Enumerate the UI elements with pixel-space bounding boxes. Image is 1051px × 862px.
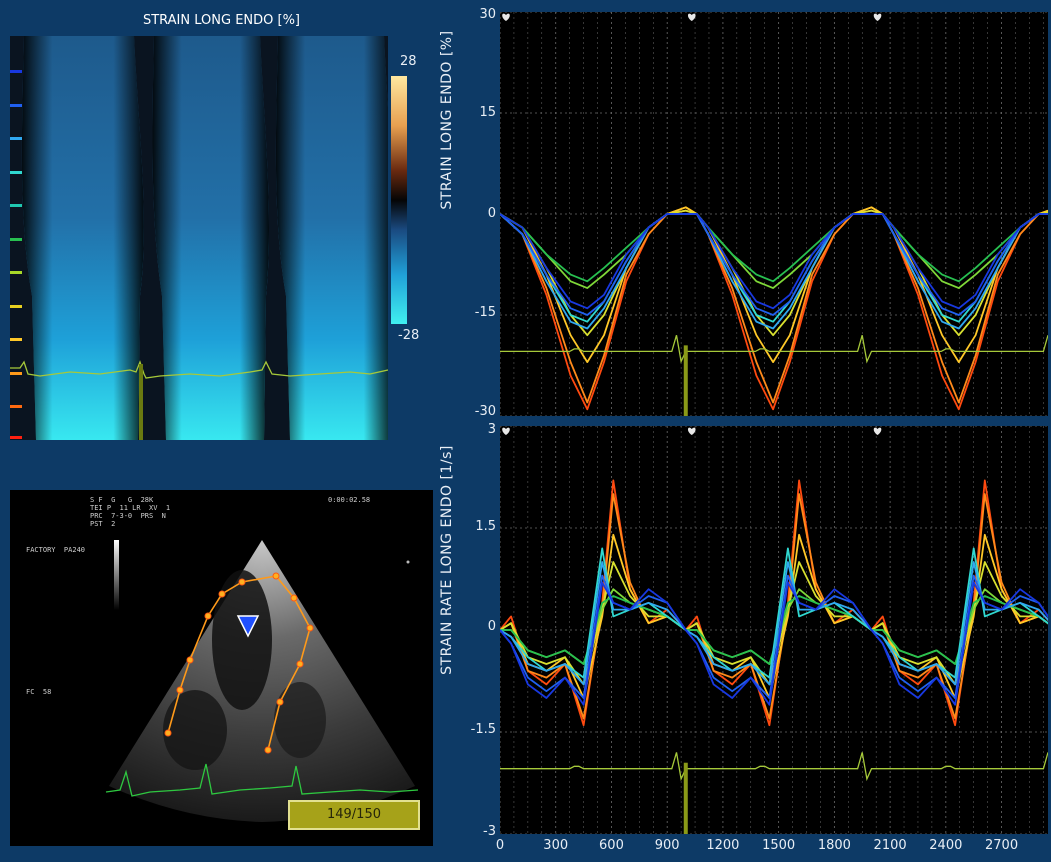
echo-header-4: PST 2 <box>90 520 116 528</box>
segment-curve <box>499 533 1051 699</box>
mmode-title: STRAIN LONG ENDO [%] <box>142 13 301 28</box>
segment-curve <box>499 213 1051 283</box>
strain-chart-svg <box>499 11 1051 417</box>
strain-ytick-label: 30 <box>479 7 496 22</box>
strain-rate-chart-svg <box>499 425 1051 835</box>
apex-marker-icon <box>236 615 260 638</box>
x-tick-label: 1500 <box>762 838 796 853</box>
ecg-trace <box>500 752 1049 782</box>
segment-curve <box>499 574 1051 699</box>
rate-heart-icon <box>502 427 510 435</box>
rate-ytick-label: 3 <box>487 422 496 437</box>
echo-timestamp: 0:00:02.58 <box>328 496 371 504</box>
rate-heart-icon <box>873 427 882 435</box>
strain-chart[interactable] <box>499 11 1051 417</box>
strain-heart-icon <box>687 13 696 21</box>
segment-curve <box>499 547 1051 679</box>
segment-curve <box>499 209 1051 337</box>
mmode-band-3 <box>275 36 388 440</box>
rate-ytick-label: 0 <box>487 619 496 634</box>
segment-curve <box>499 209 1051 411</box>
ecg-trace <box>500 335 1049 364</box>
rate-ytick-label: -1.5 <box>470 722 496 737</box>
time-cursor <box>683 762 688 834</box>
strain-ytick-label: 0 <box>487 206 496 221</box>
strain-ytick-label: -15 <box>474 305 496 320</box>
endo-border-tracking <box>167 575 311 751</box>
grayscale-bar <box>114 540 119 610</box>
mmode-time-cursor <box>139 364 143 440</box>
x-tick-label: 900 <box>654 838 680 853</box>
echo-probe-label: FACTORY PA240 <box>26 546 86 554</box>
colorbar-max-label: 28 <box>400 54 417 69</box>
strain-ylabel: STRAIN LONG ENDO [%] <box>439 30 455 210</box>
colorbar-min-label: -28 <box>398 328 420 343</box>
x-tick-label: 0 <box>495 838 505 853</box>
x-tick-label: 300 <box>543 838 569 853</box>
segment-curve <box>499 213 1051 310</box>
x-tick-label: 2400 <box>929 838 963 853</box>
segment-curve <box>499 213 1051 330</box>
strain-mmode-map[interactable] <box>10 36 388 440</box>
strain-heart-icon <box>873 13 882 21</box>
x-tick-label: 1800 <box>817 838 851 853</box>
strain-mmode-svg <box>10 36 388 440</box>
echo-fc-label: FC 58 <box>26 688 52 696</box>
echo-svg <box>105 540 419 822</box>
segment-curve <box>499 581 1051 706</box>
colorbar-gradient <box>391 76 407 324</box>
segment-curve <box>499 493 1051 720</box>
colorbar: 28 -28 <box>388 36 433 440</box>
x-tick-label: 1200 <box>706 838 740 853</box>
tracking-points <box>164 572 314 754</box>
x-tick-label: 2100 <box>873 838 907 853</box>
echo-ecg-trace <box>105 763 419 797</box>
x-tick-label: 600 <box>599 838 624 853</box>
echo-header-3: PRC 7-3-0 PRS N <box>90 512 166 520</box>
mmode-band-2 <box>152 36 270 440</box>
rate-heart-icon <box>687 427 696 435</box>
rate-ytick-label: 1.5 <box>475 519 496 534</box>
strain-heart-icon <box>502 13 510 21</box>
echo-header-1: S F G G 28K <box>90 496 154 504</box>
rate-ylabel: STRAIN RATE LONG ENDO [1/s] <box>439 445 455 675</box>
strain-rate-chart[interactable] <box>499 425 1051 835</box>
echo-image-panel[interactable]: S F G G 28K TEI P 11 LR XV 1 PRC 7-3-0 P… <box>10 490 433 846</box>
segment-curve <box>499 206 1051 404</box>
mmode-band-1 <box>21 36 144 440</box>
segment-markers <box>10 70 22 439</box>
x-tick-label: 2700 <box>985 838 1019 853</box>
frame-counter[interactable]: 149/150 <box>288 800 420 830</box>
strain-ytick-label: -30 <box>474 404 496 419</box>
segment-curve <box>499 206 1051 363</box>
segment-curve <box>499 213 1051 289</box>
echo-header-2: TEI P 11 LR XV 1 <box>90 504 171 512</box>
rate-ytick-label: -3 <box>483 824 496 839</box>
segment-curve <box>499 561 1051 686</box>
segment-curve <box>499 213 1051 316</box>
mmode-ecg-trace <box>10 360 388 379</box>
time-cursor <box>683 345 688 416</box>
strain-ytick-label: 15 <box>479 105 496 120</box>
